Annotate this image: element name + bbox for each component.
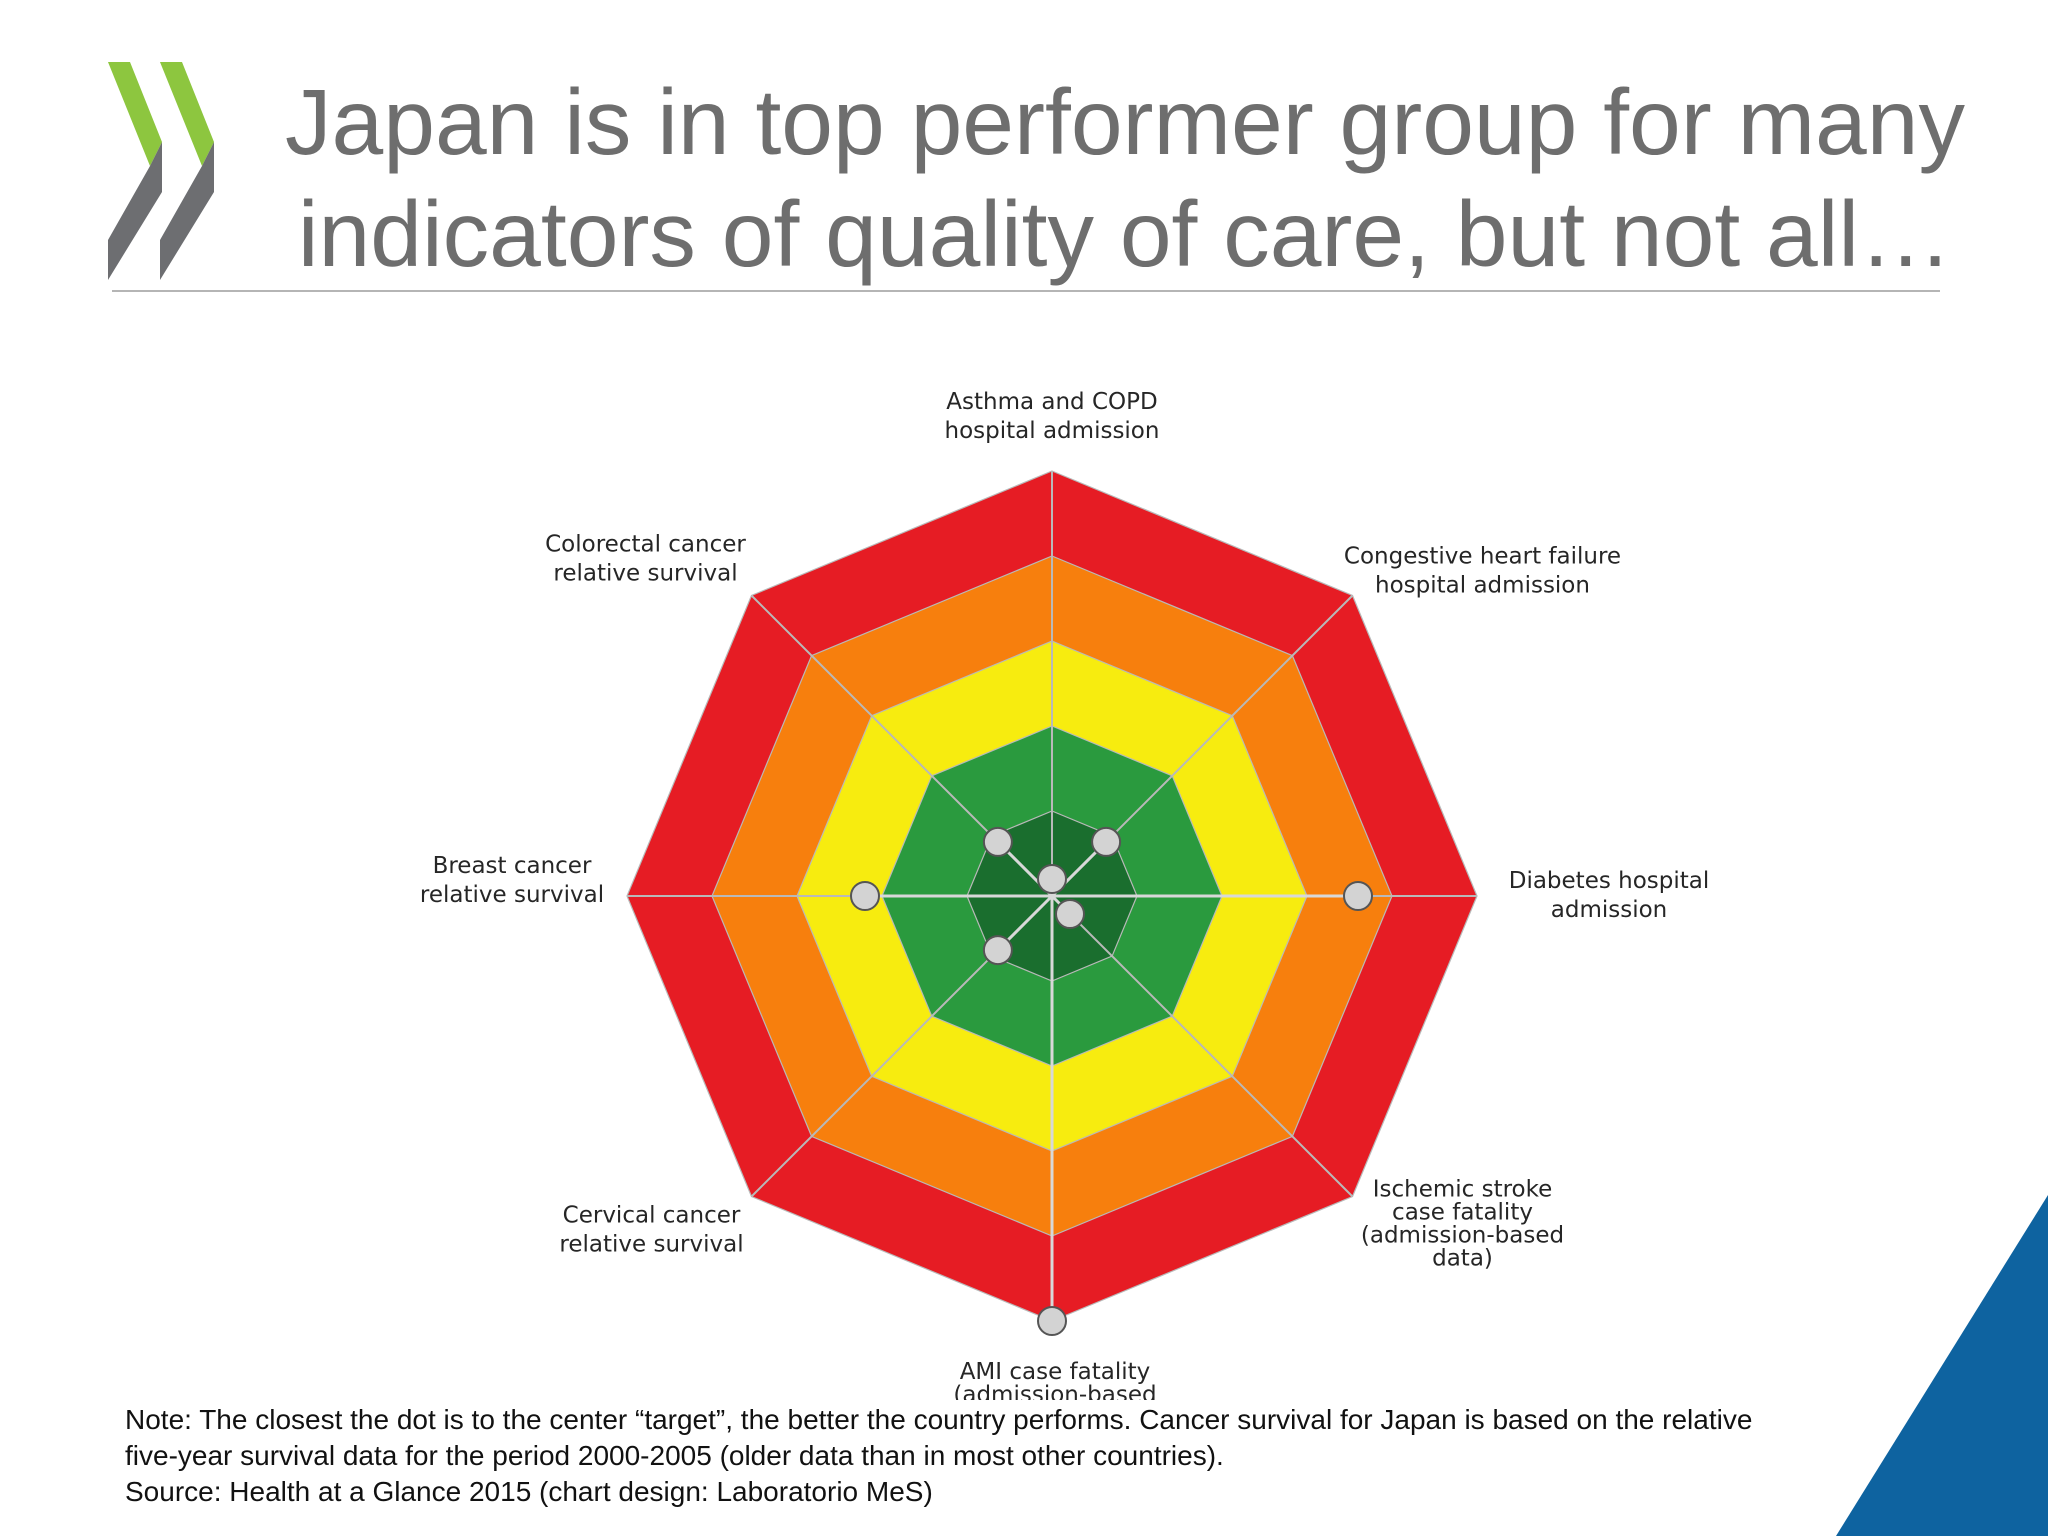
- axis-label-3: Ischemic stroke case fatality (admission-b…: [1361, 1177, 1564, 1272]
- slide-title: Japan is in top performer group for many…: [285, 70, 1965, 286]
- axis-label-line: AMI case fatality: [960, 1359, 1151, 1385]
- axis-label-line: Congestive heart failure: [1344, 544, 1621, 570]
- spoke-3: [1051, 895, 1354, 1198]
- data-point-0: [1037, 864, 1067, 894]
- logo-chevron-grey-left: [108, 142, 162, 280]
- axis-label-line: hospital admission: [945, 418, 1160, 444]
- note-line: five-year survival data for the period 2…: [125, 1440, 1224, 1471]
- logo-chevron-green-right: [160, 62, 214, 166]
- axis-label-line: Breast cancer: [433, 853, 592, 879]
- axis-label-line: hospital admission: [1375, 573, 1590, 599]
- radar-chart: Asthma and COPD hospital admissionCongest…: [420, 389, 1709, 1400]
- axis-label-line: (admission-based: [953, 1382, 1156, 1400]
- source-line: Source: Health at a Glance 2015 (chart d…: [125, 1476, 933, 1507]
- axis-label-6: Breast cancer relative survival: [420, 853, 604, 908]
- data-point-3: [1055, 899, 1085, 929]
- axis-label-line: Asthma and COPD: [946, 389, 1157, 415]
- axis-label-line: (admission-based: [1361, 1223, 1564, 1249]
- axis-label-line: relative survival: [553, 561, 737, 587]
- title-divider: [112, 290, 1940, 292]
- axis-label-line: Colorectal cancer: [545, 532, 746, 558]
- logo-chevron-green-left: [108, 62, 162, 166]
- axis-label-line: admission: [1551, 897, 1668, 923]
- data-point-2: [1343, 881, 1373, 911]
- axis-label-0: Asthma and COPD hospital admission: [945, 389, 1160, 444]
- data-point-4: [1037, 1306, 1067, 1336]
- axis-label-line: Diabetes hospital: [1509, 868, 1710, 894]
- axis-label-line: relative survival: [559, 1232, 743, 1258]
- axis-label-line: Ischemic stroke: [1373, 1177, 1553, 1203]
- axis-label-line: case fatality: [1392, 1200, 1533, 1226]
- axis-label-5: Cervical cancer relative survival: [559, 1203, 743, 1258]
- data-point-7: [982, 826, 1013, 857]
- axis-label-line: relative survival: [420, 882, 604, 908]
- axis-label-line: Cervical cancer: [563, 1203, 741, 1229]
- axis-label-line: data): [1432, 1246, 1493, 1272]
- chart-data-points: [850, 826, 1373, 1336]
- data-point-6: [850, 881, 880, 911]
- chart-axis-labels: Asthma and COPD hospital admissionCongest…: [420, 389, 1709, 1400]
- axis-label-2: Diabetes hospital admission: [1509, 868, 1710, 923]
- axis-label-1: Congestive heart failure hospital admissi…: [1344, 544, 1621, 599]
- logo-chevron-grey-right: [160, 142, 214, 280]
- oecd-logo: [108, 62, 214, 280]
- axis-label-7: Colorectal cancer relative survival: [545, 532, 746, 587]
- data-point-5: [982, 935, 1013, 966]
- note-line: Note: The closest the dot is to the cent…: [125, 1404, 1753, 1435]
- data-point-1: [1091, 826, 1122, 857]
- chart-note: Note: The closest the dot is to the cent…: [125, 1402, 1885, 1510]
